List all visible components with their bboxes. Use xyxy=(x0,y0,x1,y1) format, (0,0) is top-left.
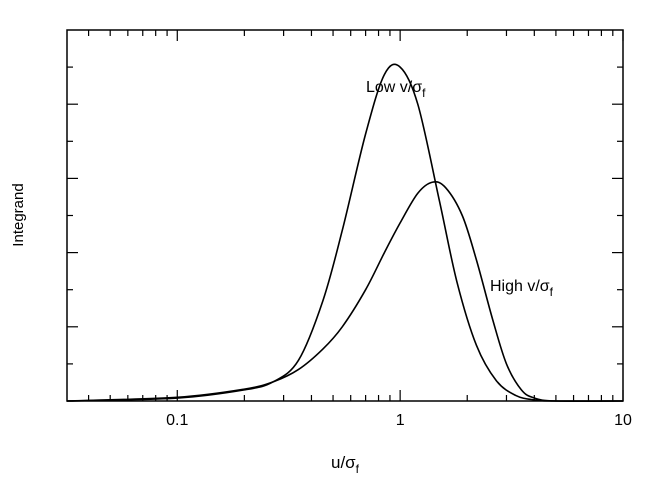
series-label-low-v: Low v/σf xyxy=(366,79,426,100)
x-axis-label-main: u/σ xyxy=(331,453,356,472)
x-tick-label: 1 xyxy=(396,412,405,429)
plot-frame xyxy=(66,29,624,402)
axis-ticks xyxy=(67,30,624,401)
series-label-sub: f xyxy=(550,285,554,299)
series-label-sub: f xyxy=(422,86,426,100)
series-label-main: High v/σ xyxy=(490,278,550,295)
x-tick-label: 0.1 xyxy=(166,412,188,429)
x-tick-label: 10 xyxy=(614,412,632,429)
x-axis-label-sub: f xyxy=(356,462,360,476)
series-line-low-v xyxy=(66,63,624,402)
series-label-main: Low v/σ xyxy=(366,79,422,96)
x-axis-label: u/σf xyxy=(331,453,360,476)
series-line-high-v xyxy=(66,181,624,403)
series-label-high-v: High v/σf xyxy=(490,278,554,299)
y-axis-label: Integrand xyxy=(10,183,27,246)
x-tick-labels: 0.1 1 10 xyxy=(166,412,632,429)
series-layer xyxy=(66,63,624,403)
